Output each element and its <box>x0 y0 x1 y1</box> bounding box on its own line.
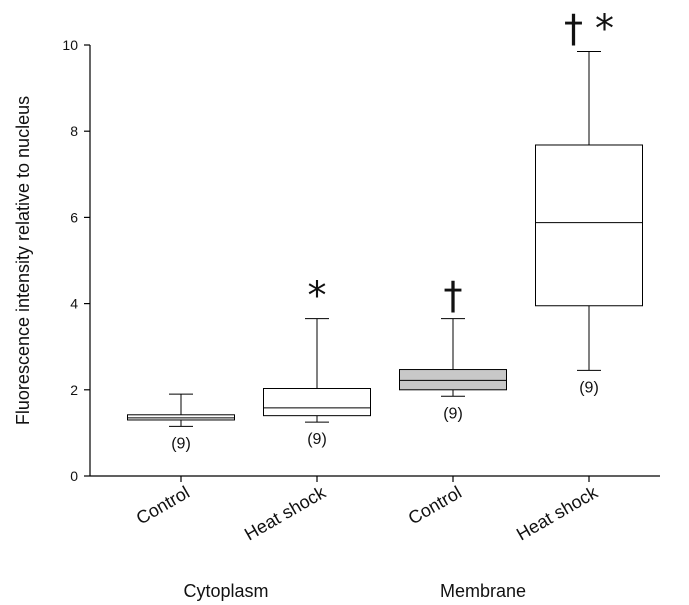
group-label: Cytoplasm <box>183 581 268 601</box>
group-label: Membrane <box>440 581 526 601</box>
category-label: Heat shock <box>241 482 330 545</box>
iqr-box <box>535 144 643 307</box>
axes: 0 2 4 6 8 10 <box>62 37 660 484</box>
significance-marker: † * <box>564 6 614 50</box>
box-2 <box>399 318 507 397</box>
box-3 <box>535 50 643 371</box>
sample-size-label: (9) <box>307 431 327 448</box>
boxes <box>127 50 643 427</box>
iqr-box <box>399 369 507 391</box>
box-0 <box>127 393 235 427</box>
iqr-box <box>263 388 371 417</box>
significance-marker: * <box>308 274 327 318</box>
y-tick-label: 2 <box>70 382 78 398</box>
y-tick-label: 6 <box>70 209 78 225</box>
y-tick-label: 4 <box>70 296 78 312</box>
y-tick-label: 8 <box>70 123 78 139</box>
sample-size-label: (9) <box>171 435 191 452</box>
category-label: Control <box>133 482 193 528</box>
sample-size-label: (9) <box>443 405 463 422</box>
significance-marker: † <box>444 274 463 318</box>
labels: Fluorescence intensity relative to nucle… <box>13 6 614 601</box>
category-label: Control <box>405 482 465 528</box>
y-tick-label: 10 <box>62 37 78 53</box>
sample-size-label: (9) <box>579 379 599 396</box>
y-axis-label: Fluorescence intensity relative to nucle… <box>13 96 33 425</box>
box-1 <box>263 318 371 423</box>
y-tick-label: 0 <box>70 468 78 484</box>
category-label: Heat shock <box>513 482 602 545</box>
